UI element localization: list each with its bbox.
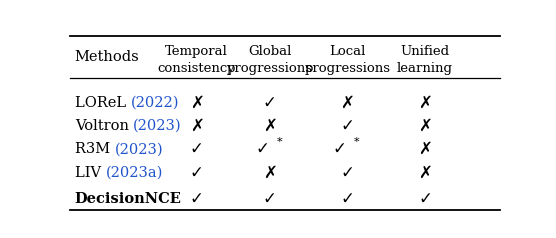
Text: *: * [354,137,360,147]
Text: Global: Global [248,45,291,58]
Text: consistency: consistency [158,62,236,75]
Text: Temporal: Temporal [165,45,228,58]
Text: progressions: progressions [227,62,313,75]
Text: ✓: ✓ [263,190,277,208]
Text: Methods: Methods [75,50,140,64]
Text: (2022): (2022) [131,96,179,110]
Text: ✓: ✓ [418,190,432,208]
Text: ✗: ✗ [263,164,277,182]
Text: ✓: ✓ [263,94,277,112]
Text: ✗: ✗ [418,140,432,158]
Text: (2023): (2023) [133,119,182,133]
Text: *: * [276,137,282,147]
Text: DecisionNCE: DecisionNCE [75,192,182,206]
Text: ✗: ✗ [418,117,432,135]
Text: Local: Local [329,45,366,58]
Text: (2023): (2023) [115,142,163,156]
Text: Unified: Unified [400,45,450,58]
Text: (2023a): (2023a) [106,166,163,180]
Text: ✗: ✗ [263,117,277,135]
Text: progressions: progressions [305,62,390,75]
Text: Voltron: Voltron [75,119,133,133]
Text: ✓: ✓ [340,117,354,135]
Text: LOReL: LOReL [75,96,131,110]
Text: ✓: ✓ [255,140,269,158]
Text: ✗: ✗ [418,164,432,182]
Text: ✓: ✓ [190,190,203,208]
Text: ✗: ✗ [418,94,432,112]
Text: ✗: ✗ [190,117,203,135]
Text: ✓: ✓ [340,164,354,182]
Text: LIV: LIV [75,166,106,180]
Text: learning: learning [397,62,453,75]
Text: ✓: ✓ [340,190,354,208]
Text: ✗: ✗ [190,94,203,112]
Text: ✓: ✓ [190,140,203,158]
Text: ✓: ✓ [332,140,346,158]
Text: R3M: R3M [75,142,115,156]
Text: ✗: ✗ [340,94,354,112]
Text: ✓: ✓ [190,164,203,182]
